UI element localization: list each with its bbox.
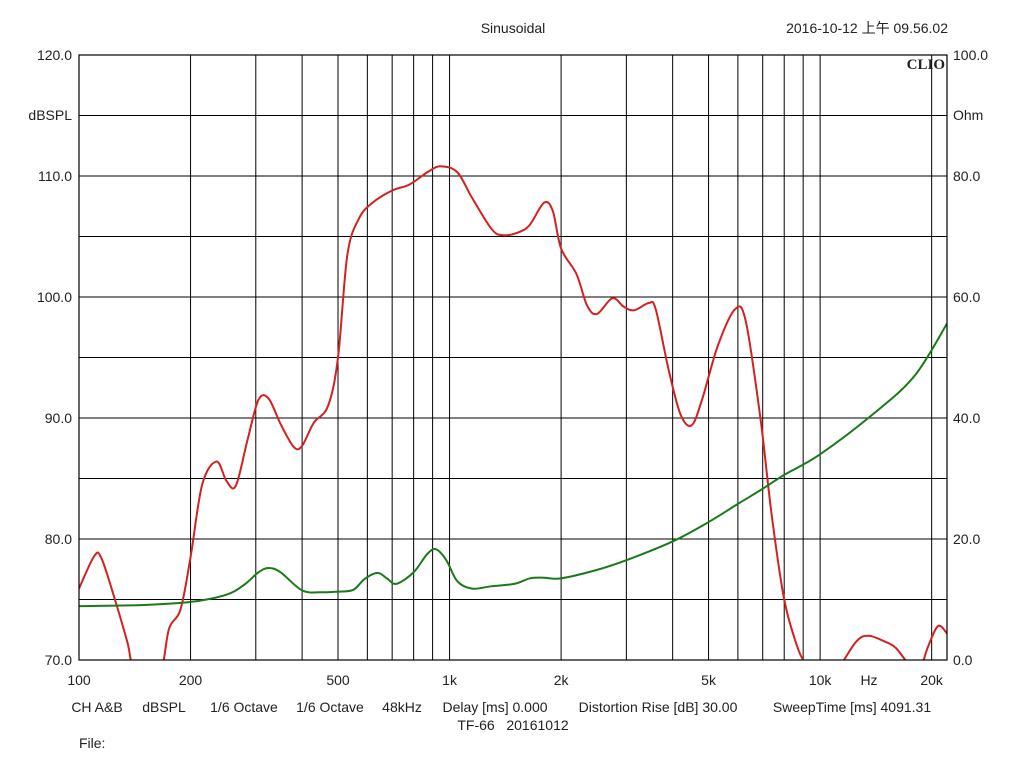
right-axis-label: Ohm: [953, 107, 983, 123]
right-tick-label: 60.0: [953, 289, 980, 305]
right-tick-label: 20.0: [953, 531, 980, 547]
left-tick-label: 110.0: [38, 168, 72, 184]
x-tick-label: 10k: [809, 672, 833, 688]
x-tick-label: 100: [67, 672, 91, 688]
right-tick-label: 80.0: [953, 168, 980, 184]
file-label: File:: [79, 735, 105, 751]
settings-line: CH A&B dBSPL 1/6 Octave 1/6 Octave 48kHz Dela…: [71, 699, 931, 715]
left-tick-label: 100.0: [37, 289, 72, 305]
chart-title: Sinusoidal: [481, 20, 546, 36]
settings-item: 1/6 Octave: [210, 699, 278, 715]
x-tick-label: 1k: [442, 672, 458, 688]
left-tick-label: 120.0: [37, 47, 72, 63]
right-tick-label: 0.0: [953, 652, 973, 668]
settings-item: SweepTime [ms] 4091.31: [773, 699, 931, 715]
plot-frame: [78, 54, 948, 661]
settings-item: Delay [ms] 0.000: [442, 699, 547, 715]
x-axis-unit-label: Hz: [860, 672, 877, 688]
right-tick-label: 40.0: [953, 410, 980, 426]
impedance-line: [79, 323, 947, 608]
spl-response-line: [79, 165, 947, 660]
left-axis-label: dBSPL: [28, 107, 72, 123]
left-tick-label: 90.0: [45, 410, 72, 426]
plot-series: [79, 165, 947, 660]
x-tick-label: 200: [179, 672, 203, 688]
settings-item: dBSPL: [142, 699, 186, 715]
x-tick-label: 5k: [701, 672, 717, 688]
x-tick-label: 500: [326, 672, 350, 688]
x-tick-label: 20k: [920, 672, 944, 688]
left-tick-label: 70.0: [45, 652, 72, 668]
brand-label: CLIO: [907, 57, 945, 73]
left-tick-label: 80.0: [45, 531, 72, 547]
settings-item: 48kHz: [382, 699, 422, 715]
right-tick-label: 100.0: [953, 47, 988, 63]
settings-item: CH A&B: [71, 699, 122, 715]
settings-item: Distortion Rise [dB] 30.00: [579, 699, 738, 715]
timestamp: 2016-10-12 上午 09.56.02: [786, 20, 948, 36]
axis-tick-labels: 120.0 110.0 100.0 90.0 80.0 70.0 100.0 80.0 60.0…: [37, 47, 988, 688]
device-line: TF-66 20161012: [457, 717, 569, 733]
settings-item: 1/6 Octave: [296, 699, 364, 715]
x-tick-label: 2k: [554, 672, 570, 688]
